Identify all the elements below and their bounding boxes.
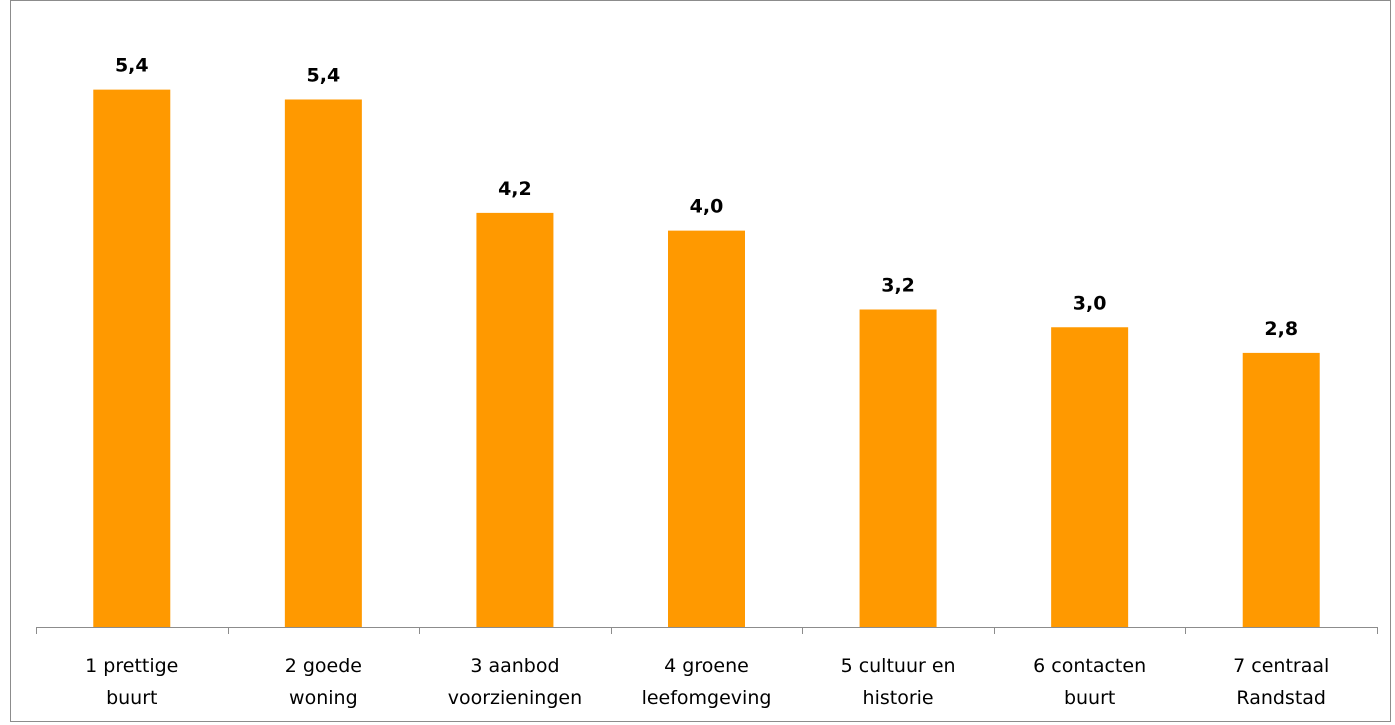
bar-7	[1242, 352, 1320, 627]
value-label-group: 5,4 5,4 4,2 4,0 3,2 3,0 2,8	[115, 55, 1298, 340]
category-label-2-line-1: 2 goede	[285, 655, 362, 677]
category-label-1: 1 prettige buurt	[85, 655, 178, 709]
category-label-2: 2 goede woning	[285, 655, 362, 709]
category-label-group: 1 prettige buurt 2 goede woning 3 aanbod voor…	[85, 655, 1329, 709]
category-label-3-line-1: 3 aanbod	[470, 655, 559, 677]
bar-2	[284, 99, 362, 628]
category-label-6-line-1: 6 contacten	[1033, 655, 1146, 677]
category-label-3: 3 aanbod voorzieningen	[448, 655, 582, 709]
x-axis	[36, 627, 1378, 634]
category-label-6-line-2: buurt	[1064, 687, 1115, 709]
value-label-4: 4,0	[690, 196, 724, 218]
category-label-6: 6 contacten buurt	[1033, 655, 1146, 709]
category-label-1-line-2: buurt	[106, 687, 157, 709]
category-label-5: 5 cultuur en historie	[841, 655, 956, 709]
category-label-4-line-1: 4 groene	[664, 655, 749, 677]
bar-5	[859, 309, 937, 627]
bar-group	[93, 89, 1320, 628]
value-label-5: 3,2	[881, 275, 915, 297]
bar-1	[93, 89, 171, 627]
bar-3	[476, 212, 554, 627]
category-label-7: 7 centraal Randstad	[1233, 655, 1329, 709]
category-label-4: 4 groene leefomgeving	[642, 655, 772, 709]
value-label-1: 5,4	[115, 55, 149, 77]
bar-4	[668, 230, 745, 628]
category-label-5-line-1: 5 cultuur en	[841, 655, 956, 677]
category-label-1-line-1: 1 prettige	[85, 655, 178, 677]
bar-6	[1051, 327, 1129, 627]
category-label-2-line-2: woning	[289, 687, 358, 709]
value-label-3: 4,2	[498, 178, 532, 200]
category-label-7-line-1: 7 centraal	[1233, 655, 1329, 677]
value-label-2: 5,4	[307, 64, 341, 86]
value-label-7: 2,8	[1264, 318, 1298, 340]
category-label-7-line-2: Randstad	[1236, 687, 1326, 709]
category-label-4-line-2: leefomgeving	[642, 687, 772, 709]
category-label-3-line-2: voorzieningen	[448, 687, 582, 709]
value-label-6: 3,0	[1073, 292, 1107, 314]
category-label-5-line-2: historie	[863, 687, 934, 709]
